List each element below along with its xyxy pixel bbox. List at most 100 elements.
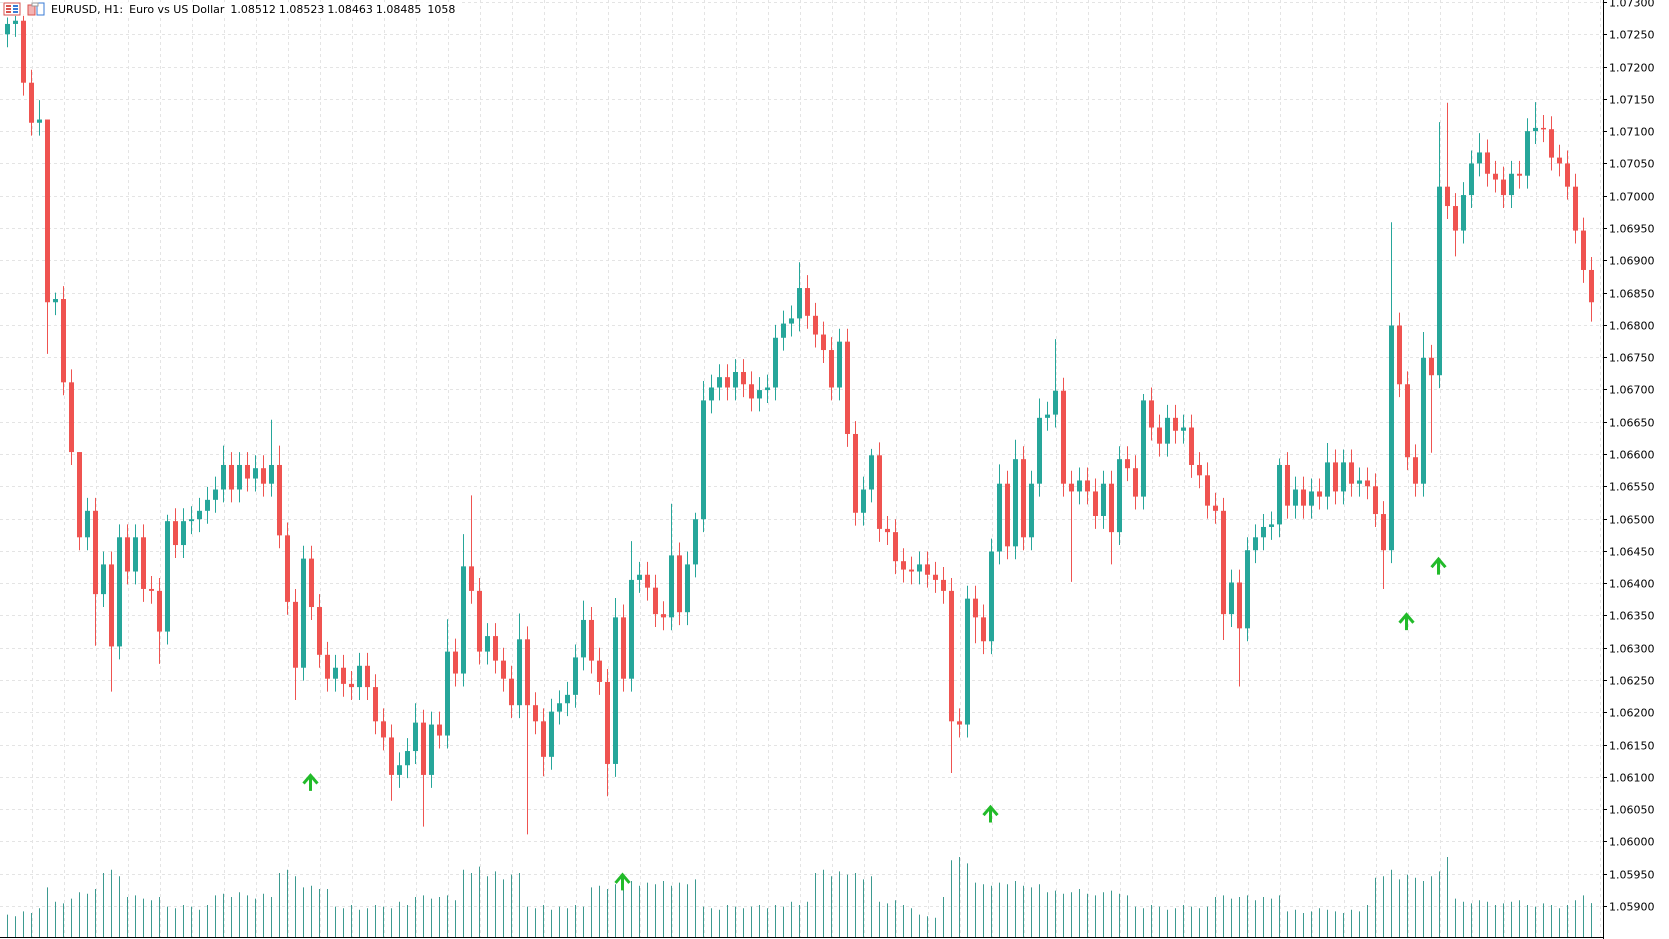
candle-body (989, 551, 994, 642)
candle-body (485, 636, 490, 652)
bullish-candle (269, 419, 274, 497)
bullish-candle (53, 292, 58, 316)
bullish-candle (1077, 467, 1082, 505)
bearish-candle (645, 561, 650, 601)
bullish-candle (1525, 118, 1530, 189)
chart-list-icon[interactable] (3, 2, 21, 16)
bullish-candle (693, 512, 698, 578)
bullish-candle (1533, 102, 1538, 145)
bullish-candle (685, 551, 690, 626)
buy-arrow-icon (1398, 612, 1415, 631)
bullish-candle (213, 476, 218, 513)
bullish-candle (445, 619, 450, 749)
candle-body (853, 433, 858, 513)
bullish-candle (669, 503, 674, 631)
bars-chart-icon[interactable] (27, 2, 45, 16)
bearish-candle (285, 522, 290, 615)
bearish-candle (1021, 446, 1026, 551)
bullish-candle (397, 752, 402, 788)
price-label: 1.06950 (1609, 223, 1655, 236)
candle-body (861, 489, 866, 513)
candle-body (1533, 127, 1538, 132)
candle-body (1053, 390, 1058, 415)
bearish-candle (365, 652, 370, 701)
bearish-candle (109, 551, 114, 692)
candle-body (45, 119, 50, 303)
bearish-candle (1333, 449, 1338, 505)
price-label: 1.05950 (1609, 869, 1655, 882)
candle-body (1253, 537, 1258, 551)
candle-body (149, 588, 154, 591)
candle-body (549, 711, 554, 757)
bearish-candle (29, 69, 34, 136)
bullish-candle (205, 486, 210, 524)
candle-body (725, 377, 730, 388)
candle-body (1229, 582, 1234, 615)
candle-body (413, 722, 418, 752)
bearish-candle (1349, 449, 1354, 497)
bearish-candle (277, 445, 282, 549)
candle-body (813, 315, 818, 335)
bearish-candle (373, 674, 378, 735)
candle-body (1117, 459, 1122, 533)
candle-body (101, 564, 106, 595)
bearish-candle (1429, 344, 1434, 453)
bearish-candle (821, 321, 826, 363)
bullish-candle (837, 328, 842, 401)
price-label: 1.06050 (1609, 804, 1655, 817)
bearish-candle (1189, 414, 1194, 478)
bearish-candle (1213, 492, 1218, 524)
bearish-candle (885, 515, 890, 546)
candle-body (1293, 489, 1298, 506)
symbol-timeframe: EURUSD, H1: (51, 2, 124, 16)
bearish-candle (1485, 139, 1490, 187)
candle-body (133, 537, 138, 572)
price-label: 1.07200 (1609, 62, 1655, 75)
chart-header: EURUSD, H1: Euro vs US Dollar 1.08512 1.… (3, 2, 460, 16)
bearish-candle (845, 328, 850, 447)
ohlc-open: 1.08512 (230, 2, 276, 16)
candle-body (1213, 505, 1218, 511)
candle-body (757, 390, 762, 399)
candle-body (197, 510, 202, 520)
bearish-candle (509, 665, 514, 719)
bullish-candle (357, 652, 362, 701)
bearish-candle (1285, 452, 1290, 519)
candle-body (125, 537, 130, 572)
bullish-candle (165, 514, 170, 645)
candle-body (653, 587, 658, 615)
bearish-candle (1093, 478, 1098, 529)
bearish-candle (1581, 217, 1586, 283)
price-label: 1.06500 (1609, 514, 1655, 527)
price-label: 1.06300 (1609, 643, 1655, 656)
bearish-candle (893, 519, 898, 575)
bearish-candle (1085, 467, 1090, 505)
candle-body (1333, 462, 1338, 492)
candle-body (701, 400, 706, 520)
bullish-candle (253, 455, 258, 492)
candle-body (1141, 400, 1146, 497)
bullish-candle (413, 703, 418, 764)
candle-body (141, 537, 146, 589)
candle-body (517, 639, 522, 706)
candle-body (1509, 173, 1514, 196)
candle-body (693, 519, 698, 565)
bearish-candle (1541, 115, 1546, 143)
candle-body (165, 521, 170, 632)
candle-body (245, 464, 250, 479)
candle-body (1381, 514, 1386, 551)
bullish-candle (1341, 449, 1346, 505)
candle-body (1549, 129, 1554, 158)
bullish-candle (1261, 514, 1266, 551)
bullish-candle (133, 524, 138, 585)
bearish-candle (1405, 371, 1410, 471)
candle-body (285, 535, 290, 602)
candle-body (565, 694, 570, 704)
bearish-candle (157, 577, 162, 664)
candle-body (293, 601, 298, 668)
candle-body (29, 82, 34, 123)
candle-body (837, 341, 842, 388)
